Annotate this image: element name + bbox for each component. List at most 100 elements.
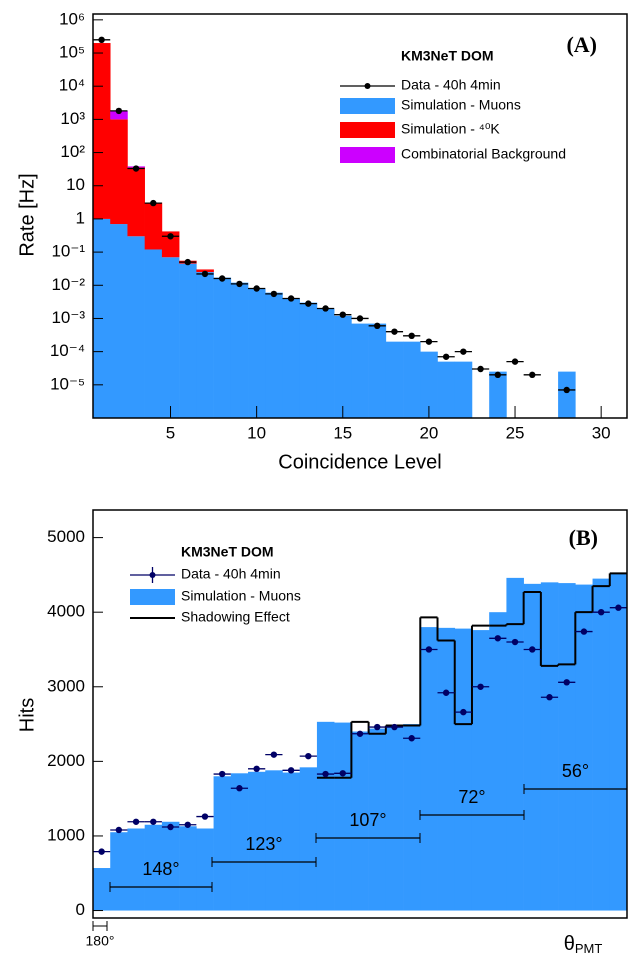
data-point (322, 770, 329, 778)
data-point (511, 638, 519, 646)
data-point (408, 332, 415, 340)
histogram-bar (540, 582, 559, 911)
data-point (529, 371, 536, 379)
data-point (374, 723, 381, 731)
histogram-bar (368, 728, 387, 911)
histogram-bar (437, 361, 456, 418)
legend-label: Simulation - Muons (181, 588, 301, 604)
legend-title: KM3NeT DOM (401, 48, 494, 64)
histogram-bar (144, 249, 163, 418)
histogram-bar (127, 828, 145, 911)
histogram-bar (489, 371, 507, 418)
data-point (132, 165, 140, 172)
legend-swatch (130, 589, 175, 605)
data-point (460, 348, 467, 355)
histogram-bar (316, 721, 335, 911)
histogram-bar (144, 202, 163, 250)
data-point (132, 818, 140, 825)
legend-swatch (340, 122, 395, 138)
histogram-bar (558, 371, 576, 418)
y-tick-label: 5000 (47, 527, 85, 546)
histogram-bar (110, 119, 128, 225)
legend-swatch (340, 98, 395, 114)
legend-label: Simulation - Muons (401, 97, 521, 113)
data-point (305, 300, 312, 307)
y-tick-label: 10⁻⁵ (50, 374, 85, 393)
legend-label: Shadowing Effect (181, 609, 290, 625)
data-point (270, 751, 278, 758)
histogram-bar (489, 612, 507, 911)
data-point (287, 767, 295, 774)
data-point (253, 765, 260, 773)
data-point (529, 646, 536, 653)
data-point (494, 371, 502, 379)
histogram-bar (334, 722, 352, 911)
x-axis-symbol: θ (564, 933, 575, 955)
y-tick-label: 10⁵ (59, 43, 85, 62)
histogram-bar (420, 351, 438, 418)
data-point (425, 338, 433, 345)
histogram-bar (558, 583, 576, 911)
y-tick-label: 10⁶ (59, 9, 85, 28)
histogram-bar (127, 167, 145, 237)
data-point (546, 694, 553, 701)
annotation: 56° (562, 761, 589, 781)
data-point (615, 604, 622, 611)
y-tick-label: 10⁻³ (51, 308, 85, 327)
data-point (115, 107, 123, 115)
y-tick-label: 3000 (47, 676, 85, 695)
histogram-bar (282, 298, 301, 418)
histogram-bar (248, 288, 266, 418)
y-tick-label: 10⁴ (59, 76, 85, 95)
y-tick-label: 10² (60, 142, 85, 161)
y-tick-label: 10⁻² (51, 275, 85, 294)
x-tick-label: 15 (333, 423, 352, 442)
y-tick-label: 2000 (47, 751, 85, 770)
y-tick-label: 10³ (60, 109, 85, 128)
histogram-bar (110, 832, 128, 911)
data-point (167, 823, 174, 831)
histogram-bar (179, 263, 197, 418)
x-axis-label: θPMT (564, 933, 603, 955)
data-point (305, 752, 312, 760)
data-point (339, 311, 346, 318)
x-tick-label: 30 (592, 423, 611, 442)
x-start-label: 180° (86, 933, 115, 949)
legend-label: Data - 40h 4min (181, 566, 281, 582)
histogram-bar (282, 772, 301, 911)
data-point (391, 328, 398, 335)
histogram-bar (420, 627, 438, 911)
histogram-bar (110, 110, 128, 120)
y-tick-label: 4000 (47, 602, 85, 621)
histogram-bar (196, 272, 214, 418)
histogram-bar (368, 323, 387, 418)
data-point (236, 785, 243, 792)
data-point (98, 36, 105, 44)
x-axis-subscript: PMT (575, 941, 603, 955)
histogram-bar (230, 773, 249, 911)
histogram-bar (144, 824, 163, 911)
data-point (511, 358, 519, 365)
histogram-bar (316, 308, 335, 418)
data-point (218, 770, 226, 778)
y-tick-label: 10⁻¹ (51, 242, 85, 261)
histogram-bar (127, 236, 145, 418)
histogram-bar (523, 583, 542, 911)
x-tick-label: 5 (166, 423, 175, 442)
panel-label: (B) (569, 525, 598, 550)
histogram-bar (161, 821, 180, 911)
data-point (167, 233, 174, 240)
histogram-bar (265, 770, 283, 911)
y-tick-label: 1000 (47, 825, 85, 844)
data-point (391, 723, 398, 731)
data-point (115, 826, 123, 834)
histogram-bar (403, 341, 421, 418)
histogram-bar (609, 573, 628, 911)
data-point (322, 305, 329, 312)
histogram-bar (213, 776, 232, 911)
data-point (287, 295, 295, 302)
histogram-bar (248, 771, 266, 911)
data-point (460, 708, 467, 716)
x-tick-label: 20 (419, 423, 438, 442)
